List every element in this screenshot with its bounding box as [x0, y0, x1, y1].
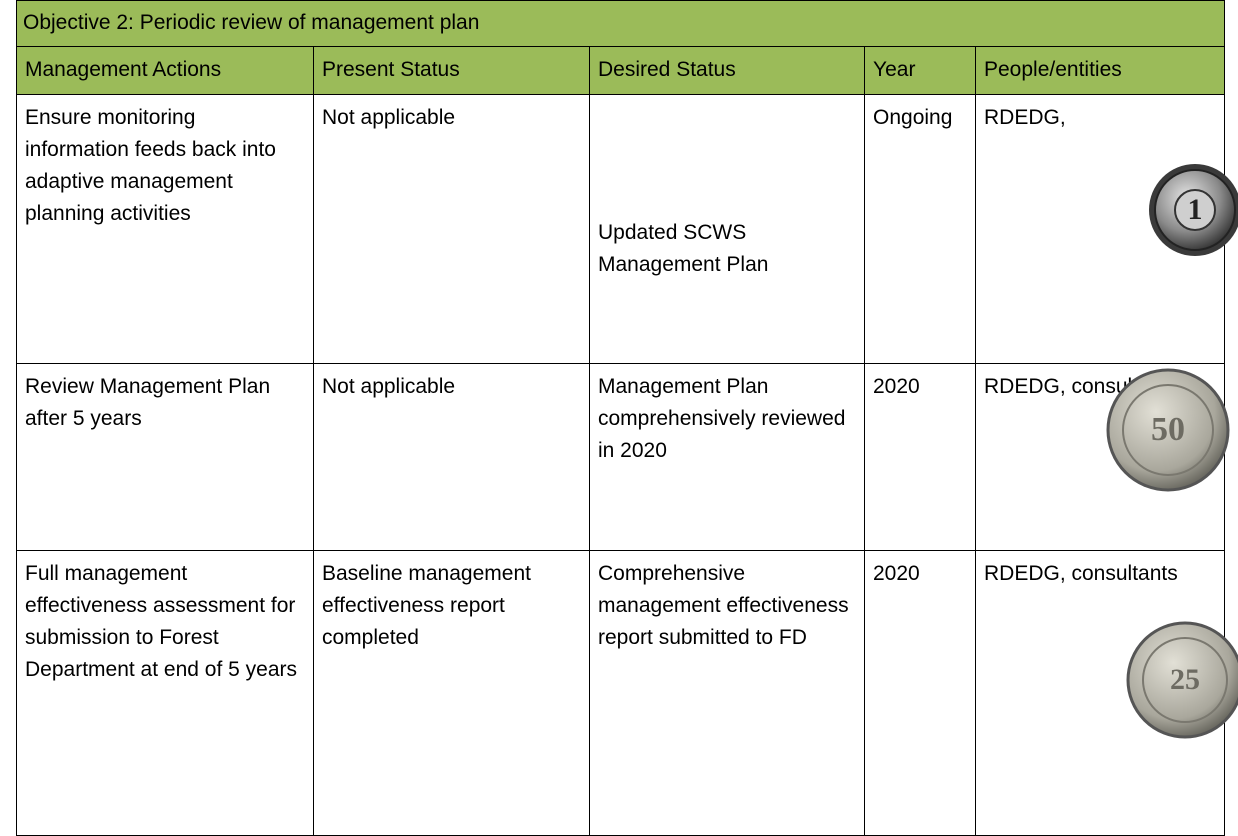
table-cell: 2020 — [864, 363, 976, 551]
header-cell: People/entities — [975, 46, 1225, 95]
table-body: Objective 2: Periodic review of manageme… — [16, 0, 1225, 836]
table-cell: Ongoing — [864, 94, 976, 364]
table-row: Review Management Plan after 5 years Not … — [16, 363, 1225, 551]
title-row: Objective 2: Periodic review of manageme… — [16, 0, 1225, 47]
table-cell: Updated SCWS Management Plan — [589, 94, 865, 364]
table-cell: Baseline management effectiveness report… — [313, 550, 590, 836]
table-cell: RDEDG, — [975, 94, 1225, 364]
table-cell: Ensure monitoring information feeds back… — [16, 94, 314, 364]
action-table: Objective 2: Periodic review of manageme… — [16, 0, 1225, 836]
table-title: Objective 2: Periodic review of manageme… — [16, 0, 1225, 47]
header-row: Management Actions Present Status Desired … — [16, 46, 1225, 95]
table-cell: Management Plan comprehensively reviewed… — [589, 363, 865, 551]
table-cell: RDEDG, consultants — [975, 550, 1225, 836]
table-cell: 2020 — [864, 550, 976, 836]
page: Objective 2: Periodic review of manageme… — [16, 0, 1238, 836]
table-cell: RDEDG, consultants — [975, 363, 1225, 551]
header-cell: Management Actions — [16, 46, 314, 95]
header-cell: Present Status — [313, 46, 590, 95]
header-cell: Desired Status — [589, 46, 865, 95]
header-cell: Year — [864, 46, 976, 95]
table-cell: Review Management Plan after 5 years — [16, 363, 314, 551]
table-cell: Full management effectiveness assessment… — [16, 550, 314, 836]
table-cell: Comprehensive management effectiveness r… — [589, 550, 865, 836]
table-row: Full management effectiveness assessment… — [16, 550, 1225, 836]
table-row: Ensure monitoring information feeds back… — [16, 94, 1225, 364]
table-cell: Not applicable — [313, 94, 590, 364]
table-cell: Not applicable — [313, 363, 590, 551]
